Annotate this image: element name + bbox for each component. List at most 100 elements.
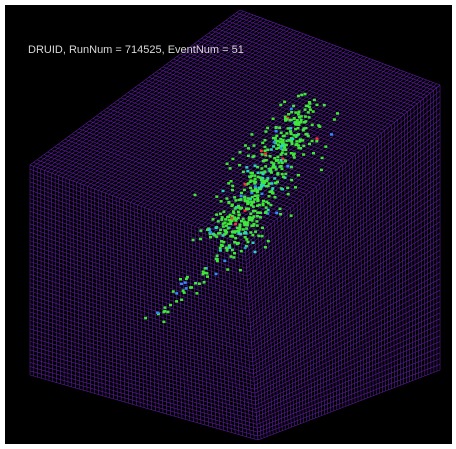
hit	[256, 166, 259, 169]
hit	[268, 195, 271, 198]
hit	[228, 246, 231, 249]
hit	[252, 201, 255, 204]
hit	[251, 172, 254, 175]
hit	[227, 227, 230, 230]
hit	[243, 196, 246, 199]
hit	[295, 140, 298, 143]
hit	[272, 162, 275, 165]
hit	[222, 211, 225, 214]
hit	[261, 235, 264, 238]
hit	[316, 137, 319, 140]
hit	[163, 306, 166, 309]
hit	[257, 235, 260, 238]
hit	[281, 152, 284, 155]
hit	[180, 283, 183, 286]
hit	[234, 223, 237, 226]
hit	[297, 122, 300, 125]
hit	[234, 207, 237, 210]
hit	[245, 227, 248, 230]
hit	[198, 283, 201, 286]
hit	[289, 127, 292, 130]
hit	[219, 229, 222, 232]
hit	[216, 260, 219, 263]
hit	[253, 174, 256, 177]
hit	[262, 182, 265, 185]
hit	[227, 182, 230, 185]
hit	[194, 282, 197, 285]
hit	[279, 141, 282, 144]
hit	[279, 213, 282, 216]
hit	[222, 225, 225, 228]
hit	[312, 110, 315, 113]
hit	[242, 218, 245, 221]
hit	[304, 115, 307, 118]
hit	[156, 312, 159, 315]
hit	[275, 130, 278, 133]
hit	[256, 215, 259, 218]
hit	[300, 94, 303, 97]
hit	[264, 139, 267, 142]
hit	[231, 204, 234, 207]
hit	[224, 218, 227, 221]
hit	[280, 132, 283, 135]
hit	[270, 148, 273, 151]
hit	[304, 93, 307, 96]
hit	[209, 236, 212, 239]
hit	[284, 149, 287, 152]
hit	[225, 197, 228, 200]
hit	[290, 166, 293, 169]
hit	[262, 200, 265, 203]
event-display-page: DRUID, RunNum = 714525, EventNum = 51	[0, 0, 456, 449]
hit	[236, 227, 239, 230]
hit	[268, 182, 271, 185]
hit	[172, 290, 175, 293]
hit	[204, 267, 207, 270]
hit	[259, 212, 262, 215]
hit	[300, 119, 303, 122]
hit	[302, 129, 305, 132]
hit	[260, 167, 263, 170]
hit	[262, 202, 265, 205]
hit	[255, 220, 258, 223]
hit	[243, 224, 246, 227]
hit	[219, 249, 222, 252]
hit	[251, 196, 254, 199]
hit	[330, 133, 333, 136]
hit	[294, 123, 297, 126]
hit	[265, 180, 268, 183]
hit	[261, 227, 264, 230]
hit	[185, 287, 188, 290]
hit	[260, 193, 263, 196]
hit	[186, 276, 189, 279]
hit	[282, 176, 285, 179]
hit	[223, 233, 226, 236]
hit	[257, 172, 260, 175]
hit	[175, 300, 178, 303]
hit	[297, 147, 300, 150]
hit	[179, 278, 182, 281]
hit	[297, 174, 300, 177]
hit	[234, 199, 237, 202]
hit	[233, 252, 236, 255]
hit	[272, 192, 275, 195]
hit	[254, 185, 257, 188]
hit	[316, 104, 319, 107]
hit	[217, 232, 220, 235]
hit	[240, 192, 243, 195]
hit	[282, 139, 285, 142]
hit	[227, 216, 230, 219]
hit	[257, 200, 260, 203]
hit	[290, 152, 293, 155]
hit	[250, 204, 253, 207]
hit	[264, 146, 267, 149]
hit	[238, 164, 241, 167]
hit	[281, 168, 284, 171]
hit	[239, 207, 242, 210]
hit	[261, 179, 264, 182]
hit	[226, 249, 229, 252]
hit	[272, 137, 275, 140]
hit	[240, 220, 243, 223]
hit	[260, 150, 263, 153]
hit	[272, 145, 275, 148]
hit	[244, 236, 247, 239]
